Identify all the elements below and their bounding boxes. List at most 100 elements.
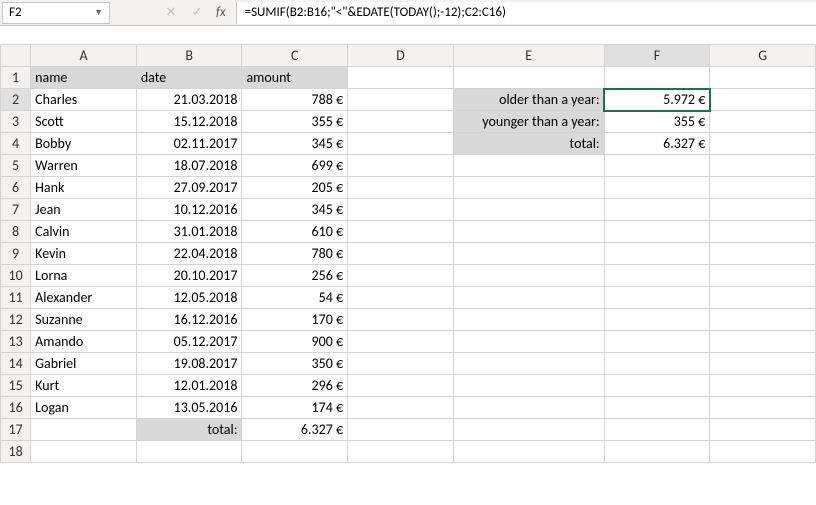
row-header-17[interactable]: 17 — [1, 419, 31, 441]
col-header-B[interactable]: B — [136, 45, 242, 67]
cell-F13[interactable] — [604, 331, 710, 353]
cell-A3[interactable]: Scott — [31, 111, 137, 133]
cell-F7[interactable] — [604, 199, 710, 221]
cell-B18[interactable] — [136, 441, 242, 463]
cell-G3[interactable] — [710, 111, 816, 133]
cell-G10[interactable] — [710, 265, 816, 287]
cell-A15[interactable]: Kurt — [31, 375, 137, 397]
cell-F5[interactable] — [604, 155, 710, 177]
cell-B12[interactable]: 16.12.2016 — [136, 309, 242, 331]
cell-C13[interactable]: 900 € — [242, 331, 348, 353]
col-header-C[interactable]: C — [242, 45, 348, 67]
row-header-4[interactable]: 4 — [1, 133, 31, 155]
cell-C9[interactable]: 780 € — [242, 243, 348, 265]
cell-A13[interactable]: Amando — [31, 331, 137, 353]
cell-A17[interactable] — [31, 419, 137, 441]
cell-G7[interactable] — [710, 199, 816, 221]
cell-G18[interactable] — [710, 441, 816, 463]
cell-E6[interactable] — [453, 177, 604, 199]
cell-B17[interactable]: total: — [136, 419, 242, 441]
cell-G13[interactable] — [710, 331, 816, 353]
cell-C6[interactable]: 205 € — [242, 177, 348, 199]
cell-E10[interactable] — [453, 265, 604, 287]
col-header-A[interactable]: A — [31, 45, 137, 67]
cell-E14[interactable] — [453, 353, 604, 375]
cell-C3[interactable]: 355 € — [242, 111, 348, 133]
cell-D15[interactable] — [348, 375, 454, 397]
cell-E13[interactable] — [453, 331, 604, 353]
cell-G5[interactable] — [710, 155, 816, 177]
cell-G8[interactable] — [710, 221, 816, 243]
cell-B16[interactable]: 13.05.2016 — [136, 397, 242, 419]
name-box[interactable]: F2 ▼ — [2, 2, 110, 24]
cell-E3[interactable]: younger than a year: — [453, 111, 604, 133]
cell-C14[interactable]: 350 € — [242, 353, 348, 375]
row-header-15[interactable]: 15 — [1, 375, 31, 397]
row-header-5[interactable]: 5 — [1, 155, 31, 177]
cell-G11[interactable] — [710, 287, 816, 309]
cell-D14[interactable] — [348, 353, 454, 375]
row-header-12[interactable]: 12 — [1, 309, 31, 331]
cell-G16[interactable] — [710, 397, 816, 419]
cell-D18[interactable] — [348, 441, 454, 463]
cell-F4[interactable]: 6.327 € — [604, 133, 710, 155]
cell-B11[interactable]: 12.05.2018 — [136, 287, 242, 309]
row-header-2[interactable]: 2 — [1, 89, 31, 111]
formula-input[interactable]: =SUMIF(B2:B16;"<"&EDATE(TODAY();-12);C2:… — [236, 2, 816, 24]
cell-D9[interactable] — [348, 243, 454, 265]
cell-C12[interactable]: 170 € — [242, 309, 348, 331]
cell-E16[interactable] — [453, 397, 604, 419]
spreadsheet-grid[interactable]: ABCDEFG1namedateamount2Charles21.03.2018… — [0, 44, 816, 463]
cell-F14[interactable] — [604, 353, 710, 375]
enter-icon[interactable]: ✓ — [184, 5, 210, 20]
cell-D1[interactable] — [348, 67, 454, 89]
cell-E17[interactable] — [453, 419, 604, 441]
cell-A9[interactable]: Kevin — [31, 243, 137, 265]
cell-B1[interactable]: date — [136, 67, 242, 89]
cell-D11[interactable] — [348, 287, 454, 309]
cell-E5[interactable] — [453, 155, 604, 177]
cell-C4[interactable]: 345 € — [242, 133, 348, 155]
name-box-dropdown-icon[interactable]: ▼ — [94, 7, 103, 18]
cell-A18[interactable] — [31, 441, 137, 463]
fx-icon[interactable]: fx — [210, 5, 232, 20]
cell-E8[interactable] — [453, 221, 604, 243]
row-header-16[interactable]: 16 — [1, 397, 31, 419]
cell-B5[interactable]: 18.07.2018 — [136, 155, 242, 177]
cell-C11[interactable]: 54 € — [242, 287, 348, 309]
cell-C10[interactable]: 256 € — [242, 265, 348, 287]
cell-E4[interactable]: total: — [453, 133, 604, 155]
cell-F12[interactable] — [604, 309, 710, 331]
cell-C17[interactable]: 6.327 € — [242, 419, 348, 441]
row-header-18[interactable]: 18 — [1, 441, 31, 463]
cell-B7[interactable]: 10.12.2016 — [136, 199, 242, 221]
cell-G15[interactable] — [710, 375, 816, 397]
cell-A11[interactable]: Alexander — [31, 287, 137, 309]
cell-A8[interactable]: Calvin — [31, 221, 137, 243]
col-header-D[interactable]: D — [348, 45, 454, 67]
row-header-8[interactable]: 8 — [1, 221, 31, 243]
cell-B14[interactable]: 19.08.2017 — [136, 353, 242, 375]
cell-G4[interactable] — [710, 133, 816, 155]
cell-G6[interactable] — [710, 177, 816, 199]
cell-B3[interactable]: 15.12.2018 — [136, 111, 242, 133]
cell-A14[interactable]: Gabriel — [31, 353, 137, 375]
cell-B2[interactable]: 21.03.2018 — [136, 89, 242, 111]
cell-A6[interactable]: Hank — [31, 177, 137, 199]
cell-C16[interactable]: 174 € — [242, 397, 348, 419]
row-header-7[interactable]: 7 — [1, 199, 31, 221]
cell-A12[interactable]: Suzanne — [31, 309, 137, 331]
cell-D7[interactable] — [348, 199, 454, 221]
cell-D4[interactable] — [348, 133, 454, 155]
cell-C2[interactable]: 788 € — [242, 89, 348, 111]
cell-F9[interactable] — [604, 243, 710, 265]
cell-E7[interactable] — [453, 199, 604, 221]
cell-E9[interactable] — [453, 243, 604, 265]
cell-F18[interactable] — [604, 441, 710, 463]
cell-F1[interactable] — [604, 67, 710, 89]
cell-B9[interactable]: 22.04.2018 — [136, 243, 242, 265]
row-header-14[interactable]: 14 — [1, 353, 31, 375]
cell-F2[interactable]: 5.972 € — [604, 89, 710, 111]
cell-F10[interactable] — [604, 265, 710, 287]
cell-F17[interactable] — [604, 419, 710, 441]
